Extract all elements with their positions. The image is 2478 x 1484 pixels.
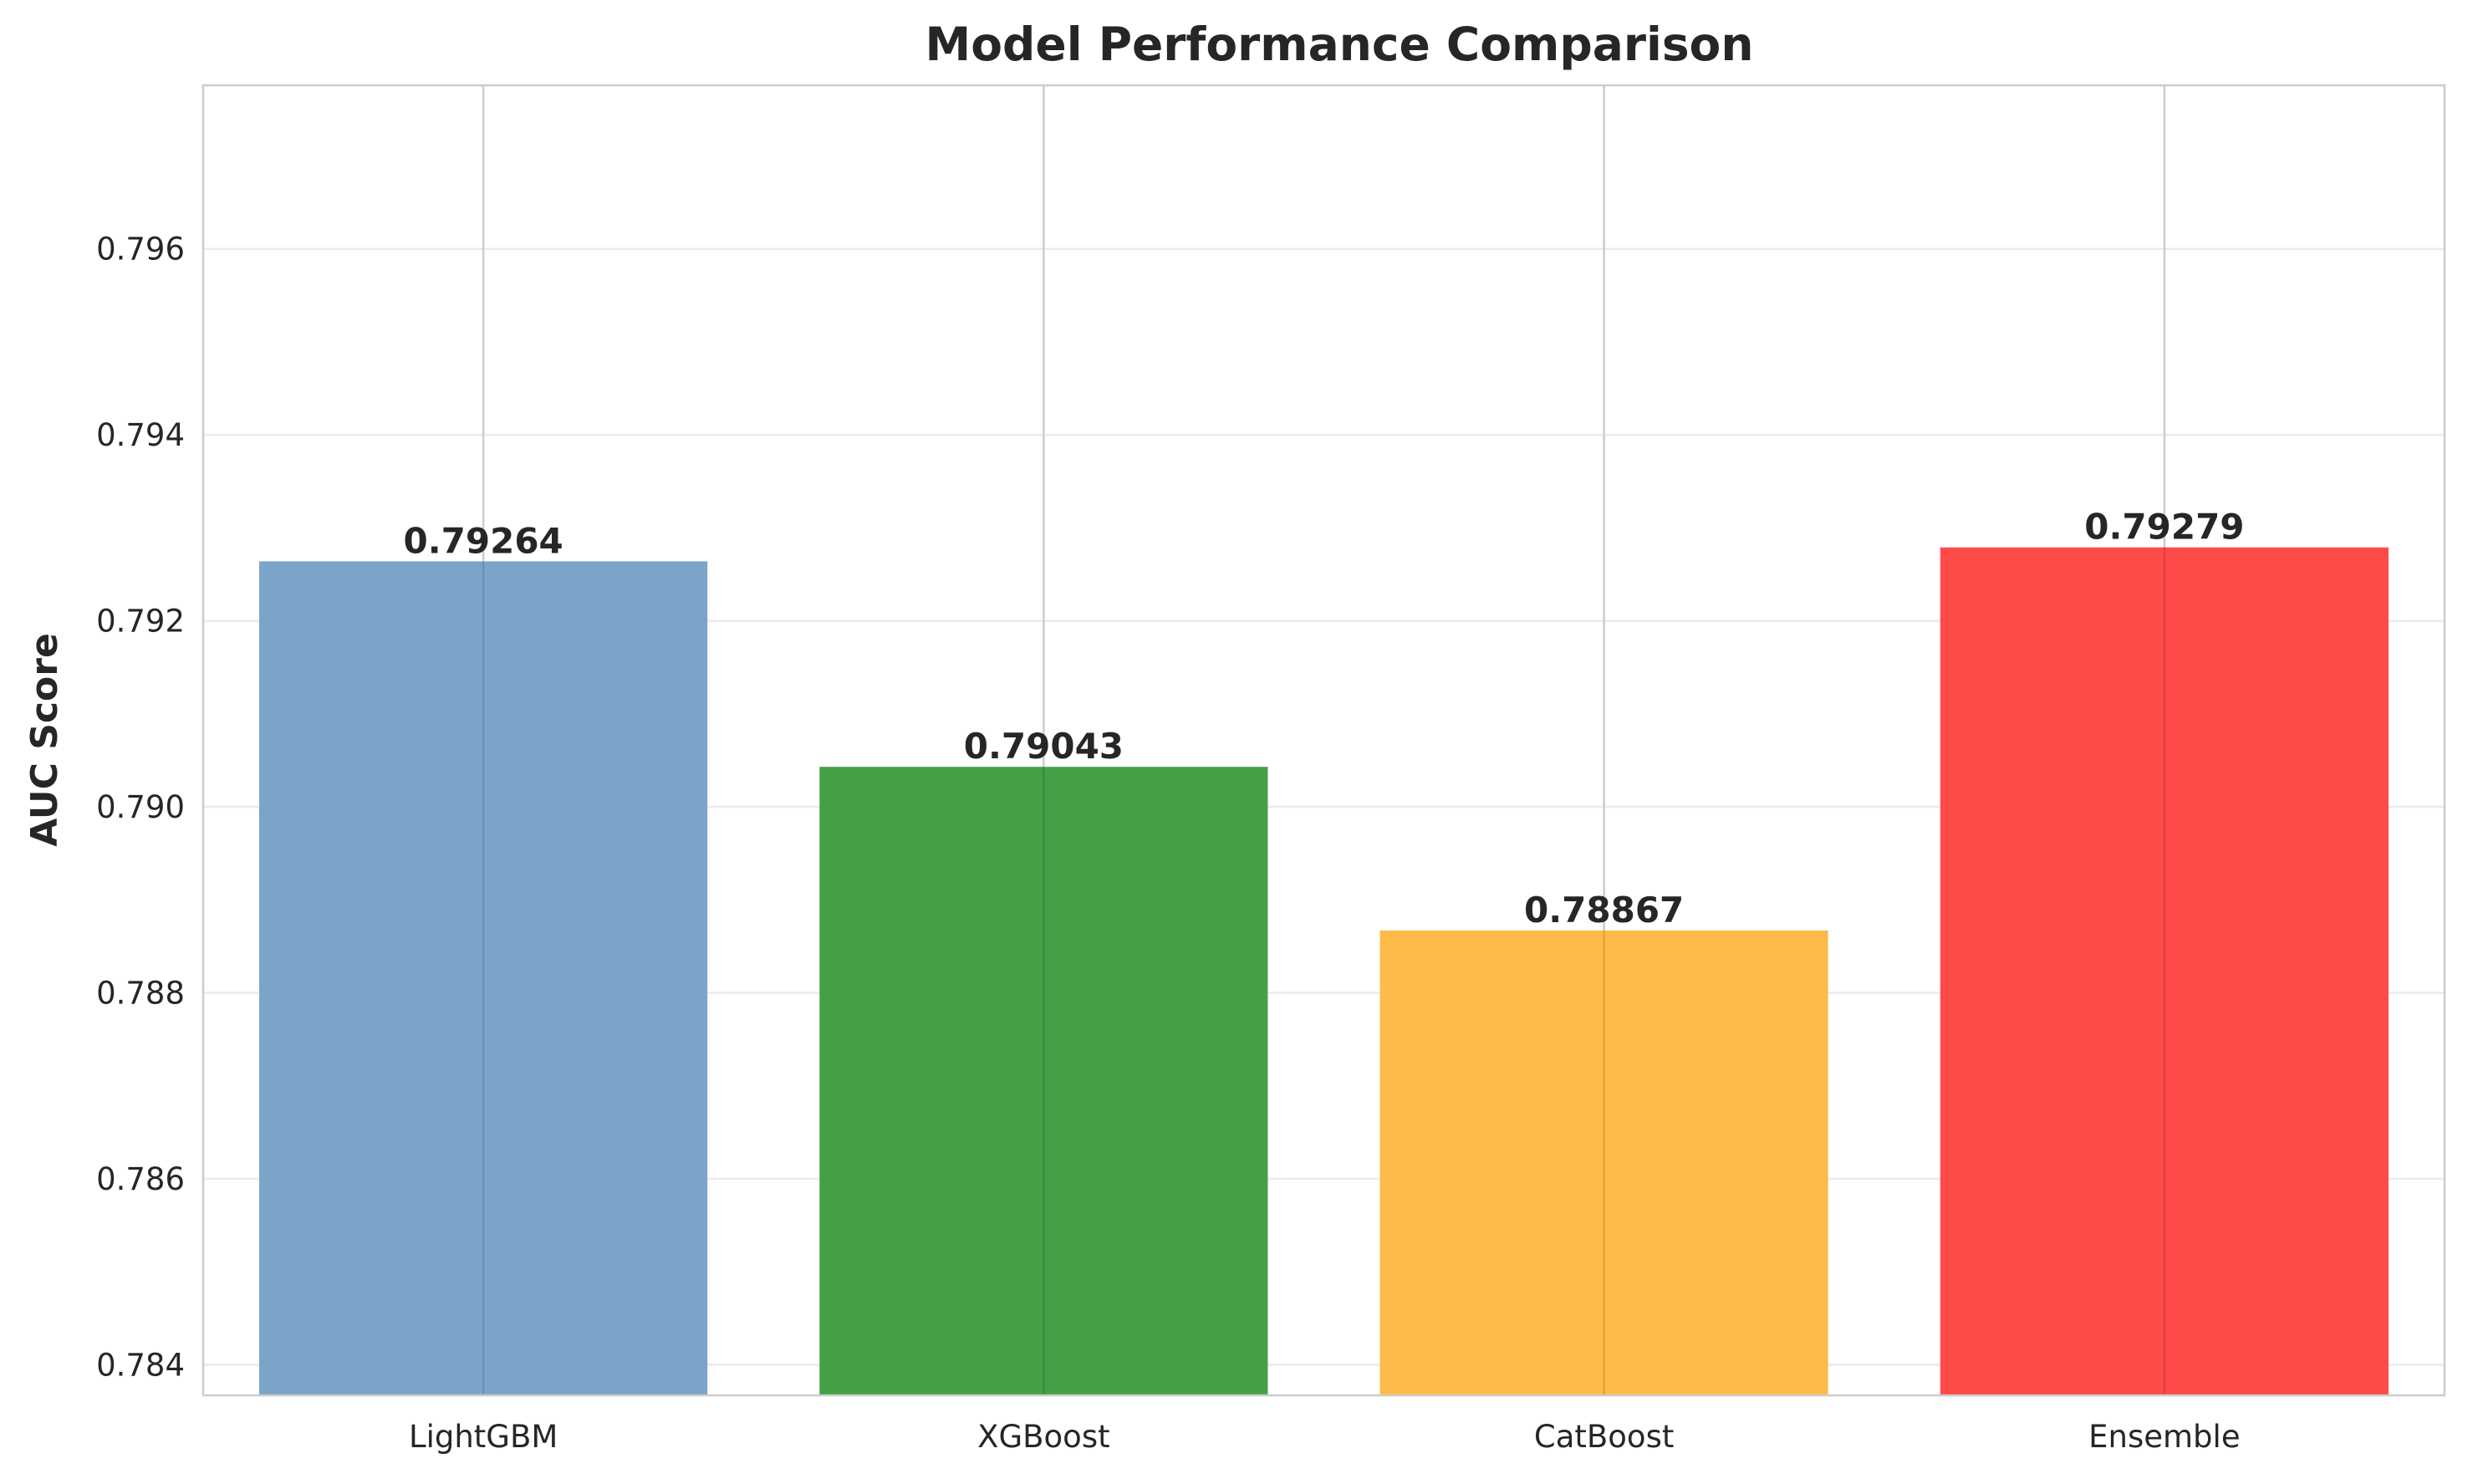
y-tick-label: 0.786 (96, 1161, 185, 1197)
data-labels: 0.79264 0.79043 0.78867 0.79279 (403, 507, 2244, 931)
bar-lightgbm (259, 561, 708, 1395)
y-tick-label: 0.792 (96, 604, 185, 640)
chart-title: Model Performance Comparison (925, 18, 1754, 71)
bar-catboost (1379, 930, 1828, 1395)
x-tick-labels: LightGBM XGBoost CatBoost Ensemble (409, 1419, 2241, 1455)
y-tick-label: 0.794 (96, 417, 185, 453)
y-tick-label: 0.796 (96, 232, 185, 268)
x-gridlines-over-bars (482, 547, 2166, 1395)
data-label: 0.78867 (1524, 890, 1684, 931)
y-tick-label: 0.788 (96, 975, 185, 1011)
data-label: 0.79279 (2084, 507, 2244, 548)
y-tick-labels: 0.784 0.786 0.788 0.790 0.792 0.794 0.796 (96, 232, 185, 1384)
plot-frame (201, 84, 2446, 1397)
y-axis-label: AUC Score (23, 633, 66, 847)
bar-ensemble (1940, 547, 2389, 1395)
x-tick-label: CatBoost (1534, 1419, 1674, 1455)
data-label: 0.79043 (964, 726, 1124, 767)
y-tick-label: 0.790 (96, 789, 185, 825)
bar-xgboost (819, 767, 1268, 1395)
x-tick-label: LightGBM (409, 1419, 558, 1455)
bars (259, 547, 2389, 1395)
x-tick-label: Ensemble (2088, 1419, 2240, 1455)
y-tick-label: 0.784 (96, 1347, 185, 1383)
data-label: 0.79264 (403, 520, 563, 561)
x-tick-label: XGBoost (977, 1419, 1109, 1455)
